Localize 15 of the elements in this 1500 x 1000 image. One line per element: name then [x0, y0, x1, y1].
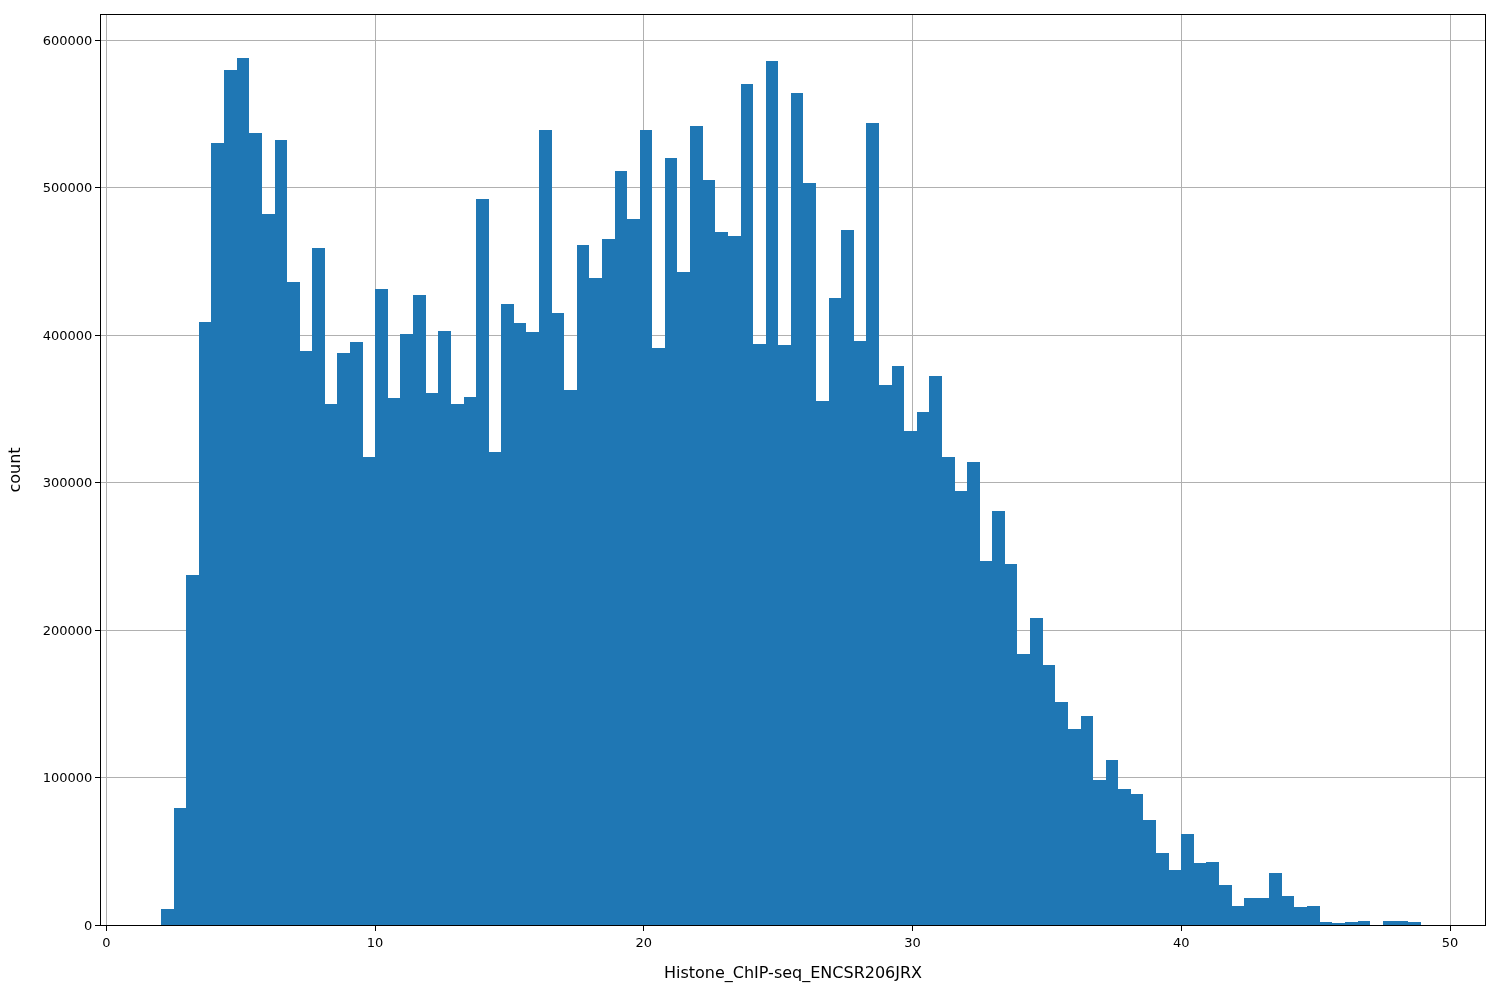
y-tick-label: 500000 — [42, 180, 93, 196]
x-tick-label: 10 — [366, 934, 384, 950]
x-tick-label: 50 — [1441, 934, 1459, 950]
x-tick-label: 30 — [904, 934, 921, 950]
x-tick-label: 40 — [1173, 934, 1190, 950]
y-tick-label: 400000 — [42, 327, 93, 343]
y-tick-label: 300000 — [42, 475, 93, 491]
y-tick-label: 0 — [84, 917, 93, 933]
x-axis-title: Histone_ChIP-seq_ENCSR206JRX — [663, 963, 923, 984]
y-tick-label: 200000 — [42, 622, 93, 638]
y-tick-label: 100000 — [42, 770, 93, 786]
y-axis-title: count — [4, 447, 24, 493]
y-tick-label: 600000 — [42, 32, 93, 48]
x-tick-label: 20 — [635, 934, 653, 950]
x-tick-label: 0 — [102, 934, 111, 950]
